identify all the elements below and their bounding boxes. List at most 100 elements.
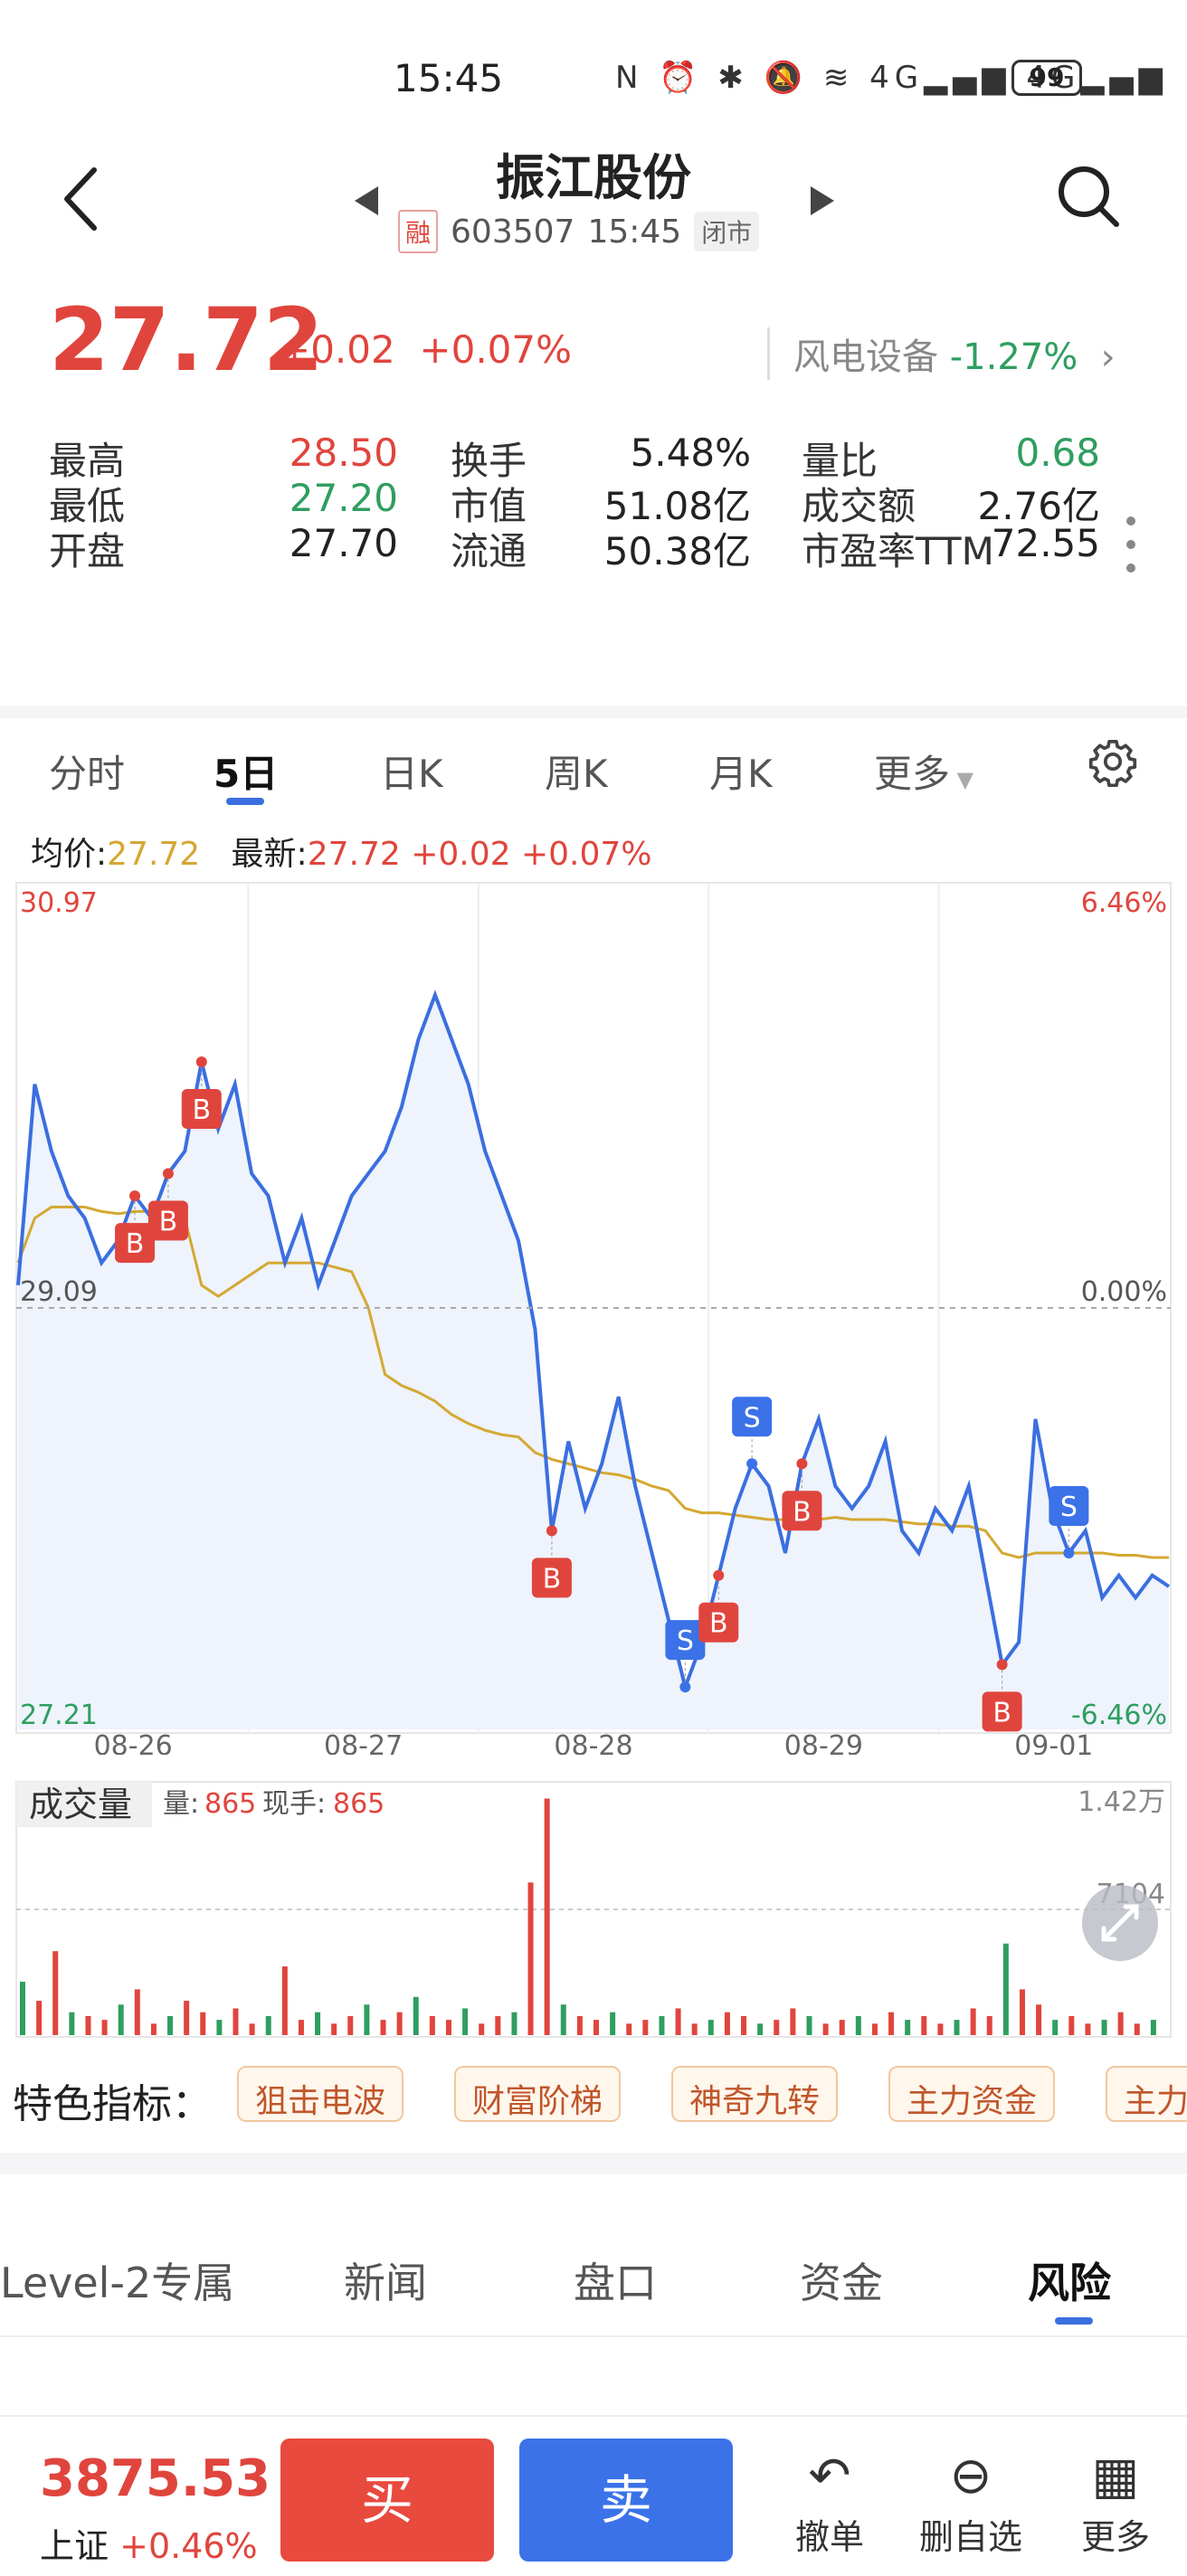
- tab-news[interactable]: 新闻: [344, 2259, 427, 2307]
- volume-bar: [659, 2015, 665, 2035]
- y-min-label: 27.21: [20, 1700, 98, 1731]
- sector-link[interactable]: 风电设备 -1.27% ›: [767, 327, 1116, 380]
- sell-button[interactable]: 卖: [519, 2439, 733, 2562]
- buy-marker[interactable]: B: [698, 1569, 739, 1643]
- volume-bar: [134, 1989, 140, 2035]
- sell-marker[interactable]: S: [732, 1397, 773, 1470]
- volume-title: 成交量: [29, 1785, 132, 1824]
- stat-label: 最低: [49, 484, 126, 528]
- buy-marker[interactable]: B: [782, 1458, 822, 1531]
- stock-subtitle: 融 603507 15:45 闭市: [398, 210, 760, 253]
- cancel-order-label: 撤单: [794, 2517, 864, 2557]
- status-time: 15:45: [394, 56, 504, 100]
- index-value[interactable]: 3875.53: [40, 2449, 271, 2508]
- volume-bar: [790, 2008, 796, 2035]
- stat-value: 51.08亿: [603, 484, 751, 528]
- tab-weekly-k[interactable]: 周K: [545, 752, 608, 796]
- volume-bar: [1068, 2015, 1075, 2035]
- price-area: [18, 995, 1169, 1729]
- x-axis-label: 08-27: [324, 1730, 403, 1755]
- chart-legend: 均价:27.72 最新:27.72 +0.02 +0.07%: [31, 828, 651, 875]
- volume-bar: [200, 2012, 206, 2035]
- vol-value: 865: [204, 1788, 256, 1820]
- volume-bar: [1002, 1943, 1009, 2035]
- next-stock-icon[interactable]: [805, 183, 838, 219]
- volume-bar: [479, 2023, 485, 2035]
- volume-bar: [544, 1798, 550, 2035]
- sell-marker[interactable]: S: [1049, 1486, 1089, 1559]
- stat-label: 最高: [49, 439, 126, 483]
- svg-text:B: B: [992, 1697, 1011, 1728]
- feature-sniper-wave[interactable]: 狙击电波: [237, 2066, 404, 2122]
- tab-level2[interactable]: Level-2专属: [0, 2259, 235, 2307]
- volume-bar: [610, 2012, 616, 2035]
- tab-risk[interactable]: 风险: [1028, 2259, 1111, 2307]
- volume-bar: [921, 2015, 927, 2035]
- lower-tab-underline: [1055, 2317, 1093, 2325]
- stat-label: 成交额: [802, 484, 916, 528]
- settings-icon[interactable]: [1087, 736, 1138, 787]
- volume-bar: [855, 2015, 861, 2035]
- stat-value: 27.20: [289, 476, 398, 520]
- x-axis-label: 09-01: [1014, 1730, 1093, 1755]
- index-change: +0.46%: [119, 2526, 258, 2566]
- pct-mid-label: 0.00%: [1081, 1276, 1167, 1308]
- margin-badge: 融: [398, 210, 439, 253]
- back-icon[interactable]: [54, 163, 109, 235]
- volume-bar: [396, 2012, 403, 2035]
- more-button[interactable]: ▦ 更多: [1057, 2444, 1174, 2559]
- tab-monthly-k[interactable]: 月K: [709, 752, 773, 796]
- x-axis-label: 08-29: [784, 1730, 863, 1755]
- tab-orderbook[interactable]: 盘口: [574, 2259, 657, 2307]
- quote-panel: 27.72 +0.02 +0.07% 风电设备 -1.27% › 最高 28.50…: [0, 271, 1187, 687]
- volume-bar: [741, 2015, 747, 2035]
- volume-bar: [281, 1966, 288, 2035]
- more-vertical-icon[interactable]: [1120, 508, 1142, 581]
- fullscreen-icon[interactable]: [1082, 1885, 1158, 1961]
- buy-button[interactable]: 买: [280, 2439, 494, 2562]
- feature-main-funds[interactable]: 主力资金: [888, 2066, 1056, 2122]
- feature-wealth-ladder[interactable]: 财富阶梯: [454, 2066, 622, 2122]
- pct-min-label: -6.46%: [1071, 1700, 1167, 1731]
- volume-bar: [888, 2012, 895, 2035]
- volume-chart[interactable]: 成交量 量: 865 现手: 865 1.42万 7104: [0, 1780, 1187, 2042]
- remove-watchlist-button[interactable]: ⊖ 删自选: [912, 2444, 1030, 2559]
- volume-bar: [216, 2020, 223, 2035]
- feature-main[interactable]: 主力: [1106, 2066, 1187, 2122]
- volume-bar: [905, 2020, 911, 2035]
- vol-label: 量:: [163, 1788, 199, 1820]
- buy-marker[interactable]: B: [115, 1190, 156, 1264]
- volume-bar: [1150, 2020, 1156, 2035]
- cancel-order-button[interactable]: ↶ 撤单: [771, 2444, 888, 2559]
- divider: [0, 2335, 1187, 2337]
- svg-text:S: S: [1060, 1492, 1078, 1523]
- svg-text:B: B: [192, 1094, 211, 1126]
- stat-label: 换手: [451, 439, 527, 483]
- stat-label: 流通: [451, 529, 527, 573]
- feature-magic-nine[interactable]: 神奇九转: [671, 2066, 839, 2122]
- latest-label: 最新:: [231, 836, 308, 873]
- index-info: 上证 +0.46%: [40, 2518, 258, 2568]
- buy-marker[interactable]: B: [147, 1168, 188, 1241]
- volume-bar: [69, 2012, 75, 2035]
- volume-bar: [249, 2023, 255, 2035]
- bottom-bar: 3875.53 上证 +0.46% 买 卖 ↶ 撤单 ⊖ 删自选 ▦ 更多: [0, 2415, 1187, 2576]
- volume-bar: [1117, 2012, 1124, 2035]
- sell-marker[interactable]: S: [665, 1620, 706, 1693]
- volume-bar: [233, 2008, 239, 2035]
- search-icon[interactable]: [1055, 163, 1124, 232]
- vol-max-label: 1.42万: [1078, 1786, 1165, 1818]
- volume-bar: [871, 2023, 878, 2035]
- buy-marker[interactable]: B: [531, 1525, 572, 1598]
- tab-more[interactable]: 更多 ▼: [874, 743, 973, 799]
- prev-stock-icon[interactable]: [351, 183, 384, 219]
- tab-more-label: 更多: [874, 752, 951, 796]
- buy-marker[interactable]: B: [982, 1659, 1022, 1732]
- tab-minute[interactable]: 分时: [49, 752, 126, 796]
- volume-bar: [118, 2004, 124, 2035]
- stat-label: 市盈率TTM: [802, 529, 994, 573]
- tab-funds[interactable]: 资金: [800, 2259, 883, 2307]
- tab-5day[interactable]: 5日: [214, 752, 279, 796]
- tab-daily-k[interactable]: 日K: [380, 752, 443, 796]
